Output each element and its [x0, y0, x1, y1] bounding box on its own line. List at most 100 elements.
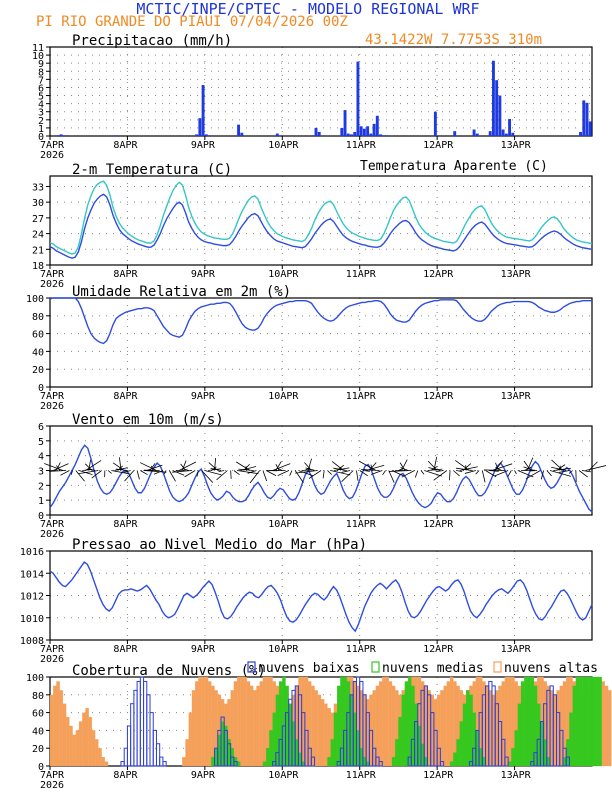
- precip-bar: [498, 95, 502, 136]
- x-tick-label: 13APR: [501, 519, 532, 530]
- y-tick-label: 4: [38, 452, 44, 463]
- cloud-bar-2: [185, 739, 189, 767]
- wind-arrow: [331, 461, 344, 471]
- wind-arrow: [265, 470, 277, 476]
- y-tick-label: 20: [32, 744, 44, 755]
- y-tick-label: 11: [32, 43, 44, 54]
- cloud-bar-2: [182, 756, 186, 767]
- wind-arrow: [514, 470, 517, 475]
- x-tick-label: 7APR: [40, 644, 65, 655]
- y-tick-label: 1010: [20, 614, 44, 625]
- x-tick-label: 13APR: [501, 140, 532, 151]
- precip-bar: [62, 135, 66, 136]
- wind-arrow: [401, 470, 415, 478]
- apparent-temperature-line: [49, 180, 593, 255]
- cloud-bar-2: [449, 676, 454, 767]
- cloud-bar-1: [327, 756, 331, 767]
- precip-bar: [356, 61, 360, 136]
- cloud-bar-2: [72, 734, 76, 767]
- cloud-bar-1: [520, 681, 525, 767]
- wind-arrow: [481, 470, 486, 483]
- wind-arrow: [568, 470, 573, 474]
- cloud-bar-0: [501, 738, 506, 767]
- cloud-bar-2: [201, 676, 205, 767]
- x-tick-label: 10APR: [268, 269, 299, 280]
- cloud-bar-2: [198, 676, 202, 767]
- wind-arrow: [558, 470, 570, 473]
- x-tick-label: 7APR: [40, 519, 65, 530]
- precip-bar: [382, 135, 386, 136]
- cloud-bar-2: [604, 685, 609, 767]
- wind-arrow: [389, 470, 412, 472]
- panel-title: Pressao ao Nivel Medio do Mar (hPa): [72, 537, 367, 553]
- precip-bar: [237, 124, 241, 136]
- cloud-bar-2: [82, 712, 86, 767]
- cloud-bar-0: [439, 761, 445, 767]
- cloud-bar-2: [324, 703, 328, 767]
- x-tick-label: 8APR: [113, 269, 138, 280]
- wind-arrow: [362, 470, 370, 472]
- wind-arrow: [494, 460, 503, 471]
- precip-bar: [198, 118, 202, 136]
- x-tick-label: 9APR: [191, 644, 216, 655]
- cloud-bar-0: [226, 743, 232, 767]
- wind-arrow: [169, 470, 176, 482]
- panel-4: 0 1 2 3 4 5 6 7APR 8APR 9APR 10APR 11APR 12APR 13APR 2…: [38, 412, 607, 540]
- wind-arrow: [53, 463, 69, 471]
- wind-arrow: [235, 461, 251, 471]
- cloud-bar-2: [508, 676, 512, 767]
- y-tick-label: 1008: [20, 636, 44, 647]
- wind-arrow: [524, 466, 532, 471]
- y-tick-label: 0: [38, 511, 44, 522]
- cloud-bar-1: [456, 739, 460, 767]
- y-tick-label: 40: [32, 726, 44, 737]
- precip-bar: [204, 134, 208, 136]
- wind-speed-line: [49, 444, 593, 513]
- y-tick-label: 33: [32, 182, 44, 193]
- x-tick-label: 10APR: [268, 644, 299, 655]
- cloud-bar-2: [66, 716, 70, 767]
- wind-arrow: [433, 470, 448, 481]
- wind-arrow: [327, 470, 332, 475]
- wind-arrow: [172, 470, 192, 473]
- x-tick-label: 10APR: [268, 140, 299, 151]
- cloud-bar-1: [517, 703, 522, 767]
- wind-arrow: [371, 470, 383, 475]
- wind-arrow: [456, 467, 473, 471]
- cloud-bar-2: [378, 681, 383, 767]
- cloud-bar-1: [330, 739, 335, 767]
- x-tick-label: 12APR: [423, 644, 454, 655]
- wind-arrow: [388, 470, 395, 483]
- precip-bar: [279, 135, 282, 136]
- wind-arrow: [400, 467, 409, 471]
- wind-arrow: [149, 463, 156, 471]
- y-tick-label: 24: [32, 230, 44, 241]
- cloud-bar-2: [233, 681, 238, 767]
- y-tick-label: 5: [38, 437, 44, 448]
- plot-frame: [49, 175, 593, 266]
- wind-arrow: [333, 467, 347, 471]
- header-line2: PI RIO GRANDE DO PIAUI 07/04/2026 00Z: [36, 14, 348, 30]
- y-tick-label: 0: [38, 762, 44, 773]
- precip-bar: [508, 119, 512, 136]
- wind-arrow: [44, 463, 64, 471]
- wind-arrow: [87, 468, 96, 471]
- precip-bar: [346, 133, 350, 136]
- cloud-bar-1: [269, 730, 273, 767]
- series-label: Temperatura Aparente (C): [360, 159, 548, 174]
- cloud-legend: nuvens baixas nuvens medias nuvens altas: [247, 661, 598, 676]
- wind-arrow: [214, 457, 217, 471]
- y-tick-label: 3: [38, 108, 44, 119]
- humidity-line: [49, 297, 592, 345]
- wind-arrow: [455, 460, 470, 471]
- wind-arrow: [588, 461, 598, 471]
- wind-arrow: [382, 470, 386, 476]
- wind-arrow: [210, 467, 222, 471]
- cloud-bar-2: [195, 681, 199, 767]
- wind-arrow: [153, 470, 164, 475]
- wind-arrow: [420, 470, 425, 475]
- x-tick-label: 7APR: [40, 770, 65, 781]
- wind-arrow: [556, 464, 566, 471]
- cloud-bar-1: [582, 676, 586, 767]
- panel-title: Vento em 10m (m/s): [72, 412, 224, 428]
